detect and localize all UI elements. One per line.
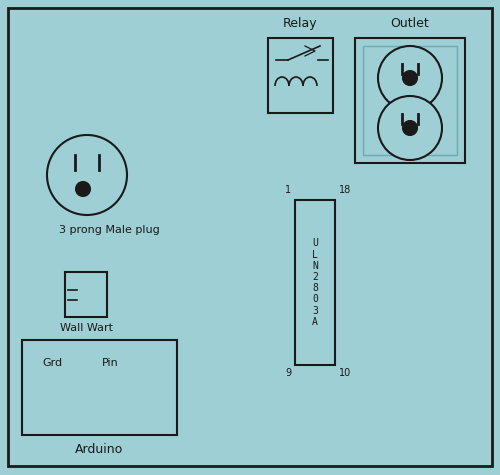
Bar [268, 38, 333, 113]
Text: 18: 18 [339, 185, 351, 195]
Text: 9: 9 [285, 368, 291, 378]
Text: U
L
N
2
8
0
3
A: U L N 2 8 0 3 A [312, 238, 318, 327]
Text: Relay: Relay [283, 17, 318, 30]
Bar [22, 340, 177, 435]
Text: Arduino: Arduino [76, 443, 124, 456]
Circle shape [378, 96, 442, 160]
Bar [295, 200, 335, 365]
Bar [65, 272, 107, 317]
Text: 3 prong Male plug: 3 prong Male plug [59, 225, 160, 235]
Text: Grd: Grd [42, 358, 62, 368]
Circle shape [76, 182, 90, 196]
Circle shape [47, 135, 127, 215]
Text: Pin: Pin [102, 358, 119, 368]
Text: 10: 10 [339, 368, 351, 378]
Circle shape [403, 121, 417, 135]
Text: Wall Wart: Wall Wart [60, 323, 112, 333]
Bar [363, 46, 457, 155]
Text: 1: 1 [285, 185, 291, 195]
Bar [355, 38, 465, 163]
Circle shape [403, 71, 417, 85]
Text: Outlet: Outlet [390, 17, 430, 30]
Circle shape [378, 46, 442, 110]
